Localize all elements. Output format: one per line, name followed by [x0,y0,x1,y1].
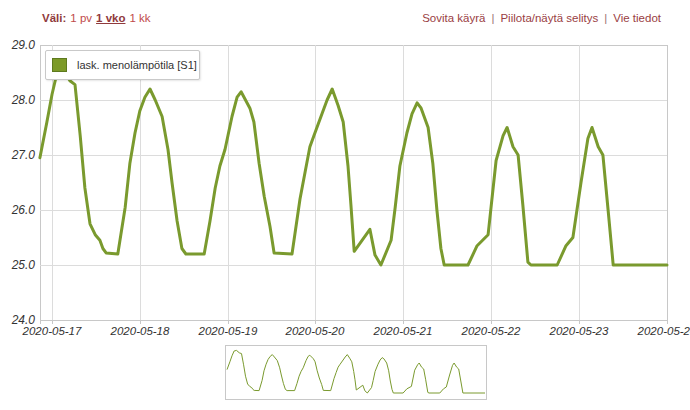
action-separator: | [491,12,494,24]
y-axis-label: 26.0 [11,203,36,217]
action-link-2[interactable]: Piilota/näytä selitys [500,12,598,24]
chart-actions: Sovita käyrä | Piilota/näytä selitys | Vie t… [422,11,661,25]
legend-label: lask. menolämpötila [S1] [77,59,197,71]
toolbar: Väli: 1 pv 1 vko 1 kk Sovita käyrä | Piilota/… [42,11,661,25]
y-axis-label: 29.0 [11,38,36,52]
series-line [40,70,667,265]
x-axis-label: 2020-05-18 [110,325,170,337]
x-axis-label: 2020-05-21 [373,325,433,337]
y-axis-label: 28.0 [11,93,36,107]
interval-option-1-kk[interactable]: 1 kk [129,12,150,24]
x-axis-label: 2020-05-23 [549,325,609,337]
interval-option-1-vko[interactable]: 1 vko [96,12,125,24]
x-axis-label: 2020-05-24 [637,325,690,337]
x-axis-label: 2020-05-17 [22,325,82,337]
mini-chart-frame[interactable] [226,346,487,400]
action-link-3[interactable]: Vie tiedot [613,12,661,24]
action-link-1[interactable]: Sovita käyrä [422,12,485,24]
x-axis-label: 2020-05-20 [285,325,345,337]
legend-swatch-icon [52,58,67,72]
x-axis-label: 2020-05-19 [198,325,258,337]
interval-option-1-pv[interactable]: 1 pv [70,12,92,24]
y-axis-label: 25.0 [11,258,36,272]
interval-label: Väli: [42,12,66,24]
action-separator: | [604,12,607,24]
plot-border [41,46,668,321]
x-axis-label: 2020-05-22 [461,325,521,337]
interval-selector: Väli: 1 pv 1 vko 1 kk [42,11,159,25]
legend[interactable]: lask. menolämpötila [S1] [45,50,200,80]
y-axis-label: 27.0 [11,148,36,162]
